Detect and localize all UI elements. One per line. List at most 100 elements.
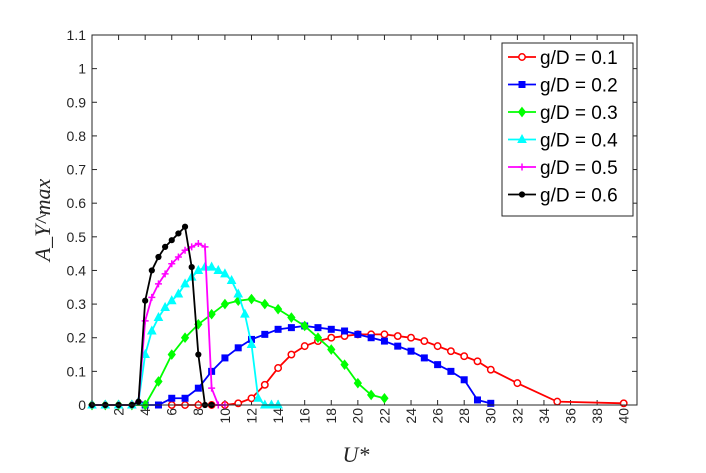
legend-entry: g/D = 0.4 [508,131,618,152]
legend-label: g/D = 0.2 [540,76,618,97]
data-point [246,338,257,348]
data-point [221,354,229,362]
legend: g/D = 0.1 g/D = 0.2 g/D = 0.3 g/D = 0.4 g/D … [501,42,634,217]
legend-entry: g/D = 0.6 [508,186,618,207]
data-point [148,267,155,274]
data-point [447,367,455,375]
data-point [394,342,402,350]
data-point [353,377,362,389]
x-tick-label: 38 [589,408,605,424]
data-point [154,280,162,288]
legend-entry: g/D = 0.5 [508,158,618,179]
data-point [260,380,269,389]
data-point [226,274,237,285]
data-point [513,379,522,388]
data-point [460,376,468,384]
x-tick-label: 32 [509,408,525,424]
data-point [260,298,269,310]
legend-entry: g/D = 0.3 [508,103,618,124]
data-point [180,332,190,344]
data-point [354,330,362,338]
x-tick-label: 24 [403,408,419,424]
data-point [247,293,256,305]
y-tick-label: 0.8 [67,128,87,144]
legend-label: g/D = 0.4 [540,131,618,152]
legend-swatch-marker [518,191,526,198]
x-tick-label: 20 [350,408,366,424]
data-point [460,352,469,361]
data-point [274,364,283,372]
data-point [180,278,190,288]
data-point [181,394,189,402]
data-point [487,399,495,407]
y-axis-tick-labels: 0 0.1 0.2 0.3 0.4 0.5 0.6 0.7 0.8 0.9 1 1.1 [67,27,87,413]
data-point [207,308,216,320]
data-point [300,320,309,332]
x-tick-label: 4 [137,408,153,416]
series-line [171,333,624,406]
x-tick-label: 14 [270,408,286,424]
data-point [367,389,376,401]
data-point [434,361,442,369]
x-tick-label: 30 [483,408,499,424]
data-point [142,297,149,304]
y-tick-label: 0.3 [67,296,87,312]
data-point [313,332,323,344]
data-point [473,357,482,366]
y-tick-label: 0.9 [67,94,87,110]
series-1 [167,330,628,409]
data-point [220,268,230,278]
y-tick-label: 0.7 [67,162,87,178]
data-point [188,263,195,271]
legend-swatch-marker [518,81,526,88]
data-point [473,396,481,404]
legend-entry: g/D = 0.1 [508,48,618,69]
x-tick-label: 40 [616,408,632,424]
data-point [175,230,182,237]
x-tick-label: 28 [456,408,472,424]
y-axis-label-text: A_Y^max [30,178,55,263]
data-point [162,243,169,251]
x-tick-label: 36 [562,408,578,424]
data-point [234,344,242,352]
data-point [220,298,230,310]
data-point [300,342,309,351]
data-point [141,317,149,325]
data-point [247,394,256,403]
data-point [188,243,196,251]
data-point [181,223,189,230]
legend-entry: g/D = 0.2 [508,76,618,97]
x-tick-label: 6 [164,408,180,416]
data-point [274,325,282,333]
y-tick-label: 1.1 [67,27,87,43]
plot-frame [91,34,638,406]
x-tick-label: 2 [110,408,126,416]
data-point [166,295,177,305]
data-point [193,264,204,274]
data-point [433,342,442,351]
x-tick-label: 10 [217,408,233,424]
y-tick-label: 0.6 [67,195,87,211]
data-point [154,376,163,387]
data-point [327,344,336,355]
x-axis-tick-labels: 2 4 6 8 10 12 14 16 18 20 22 24 26 28 30 32 34 36 38 40 [110,408,631,424]
data-point [153,311,164,322]
data-point [146,325,157,335]
y-tick-label: 0.2 [67,330,87,346]
data-point [259,399,270,409]
data-point [174,253,182,261]
data-point [380,392,389,404]
data-point [273,303,283,315]
x-tick-label: 22 [376,408,392,424]
data-point [287,324,295,332]
legend-label: g/D = 0.3 [540,103,618,124]
data-point [420,354,428,362]
data-point [168,260,176,268]
data-point [619,399,628,408]
data-point [407,333,415,342]
data-point [367,334,375,342]
y-tick-label: 0.1 [67,363,87,379]
data-point [234,399,243,408]
x-axis-label: U* [343,442,370,467]
